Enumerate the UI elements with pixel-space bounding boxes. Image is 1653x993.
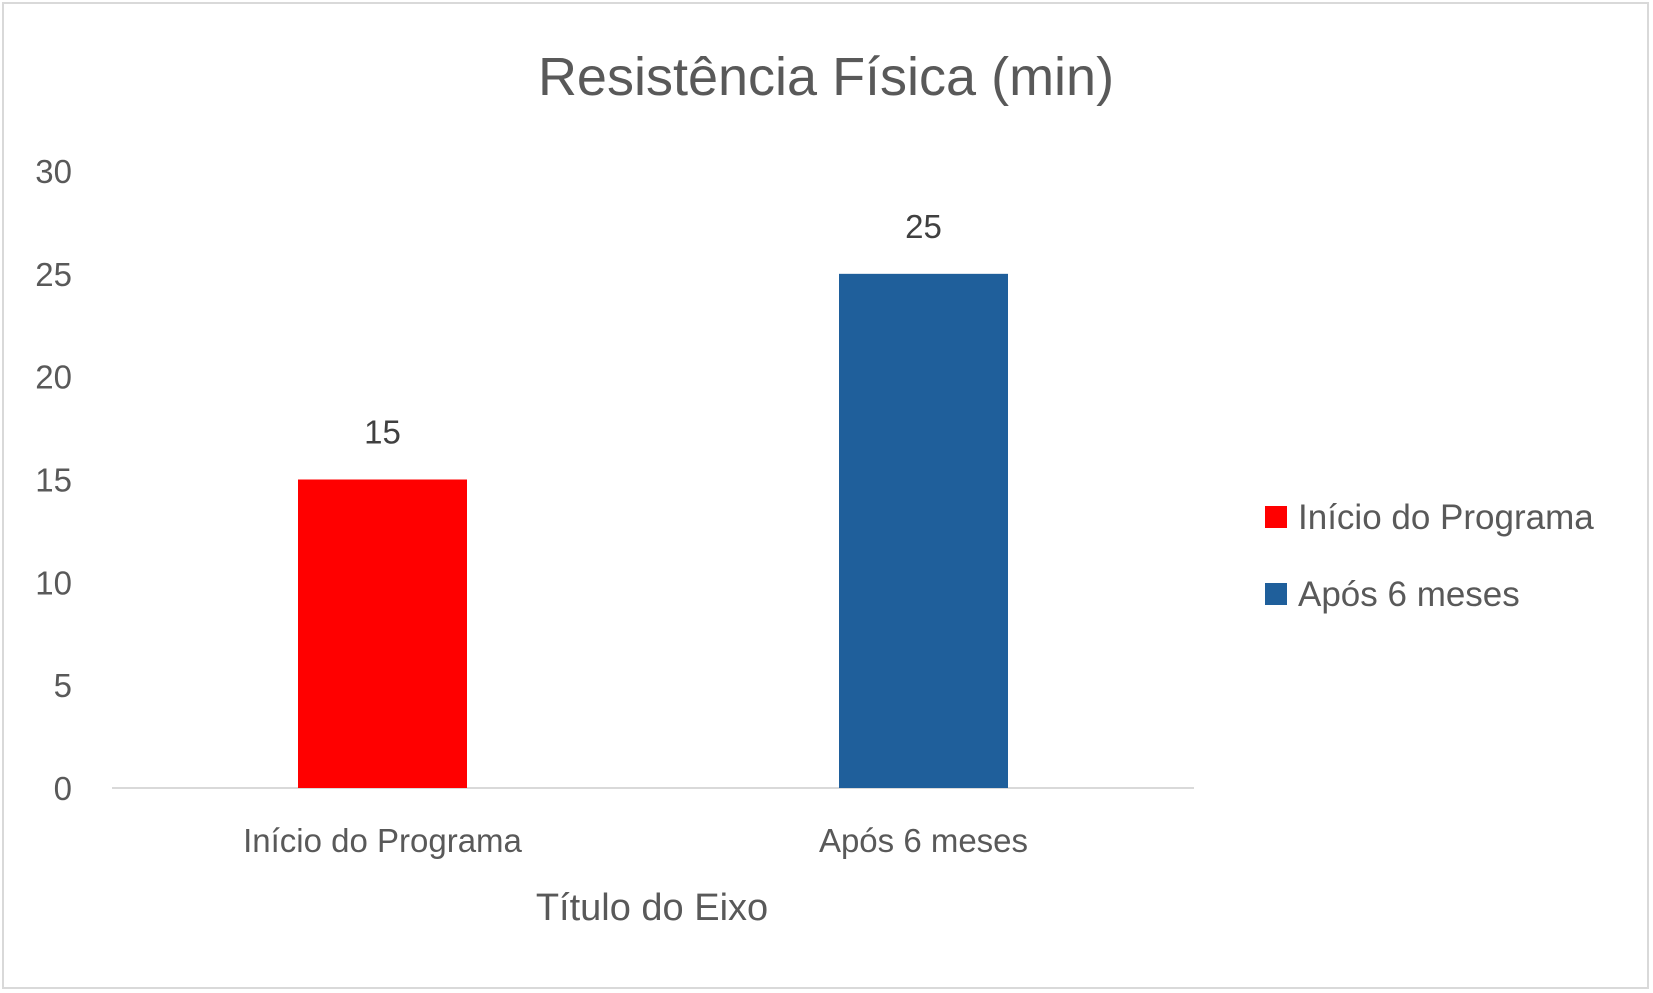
y-tick-label: 30 bbox=[35, 153, 72, 190]
x-axis-title: Título do Eixo bbox=[536, 887, 768, 929]
legend-swatch bbox=[1265, 583, 1287, 605]
y-tick-label: 20 bbox=[35, 359, 72, 396]
y-tick-label: 10 bbox=[35, 564, 72, 601]
x-tick-label: Início do Programa bbox=[243, 822, 522, 859]
y-tick-label: 15 bbox=[35, 462, 72, 499]
x-tick-label: Após 6 meses bbox=[819, 822, 1028, 859]
legend-swatch bbox=[1265, 506, 1287, 528]
bar bbox=[839, 273, 1008, 788]
y-axis-ticks: 0 5 10 15 20 25 30 bbox=[35, 153, 72, 807]
data-label: 25 bbox=[905, 208, 942, 245]
legend-label: Início do Programa bbox=[1298, 498, 1594, 537]
legend: Início do Programa Após 6 meses bbox=[1265, 498, 1594, 614]
y-tick-label: 5 bbox=[54, 667, 72, 704]
bar bbox=[298, 479, 467, 788]
y-tick-label: 25 bbox=[35, 256, 72, 293]
y-tick-label: 0 bbox=[54, 770, 72, 807]
legend-label: Após 6 meses bbox=[1298, 575, 1520, 614]
bars bbox=[298, 273, 1008, 788]
data-label: 15 bbox=[364, 414, 401, 451]
x-axis-ticks: Início do Programa Após 6 meses bbox=[243, 822, 1028, 859]
chart-title: Resistência Física (min) bbox=[538, 47, 1114, 107]
